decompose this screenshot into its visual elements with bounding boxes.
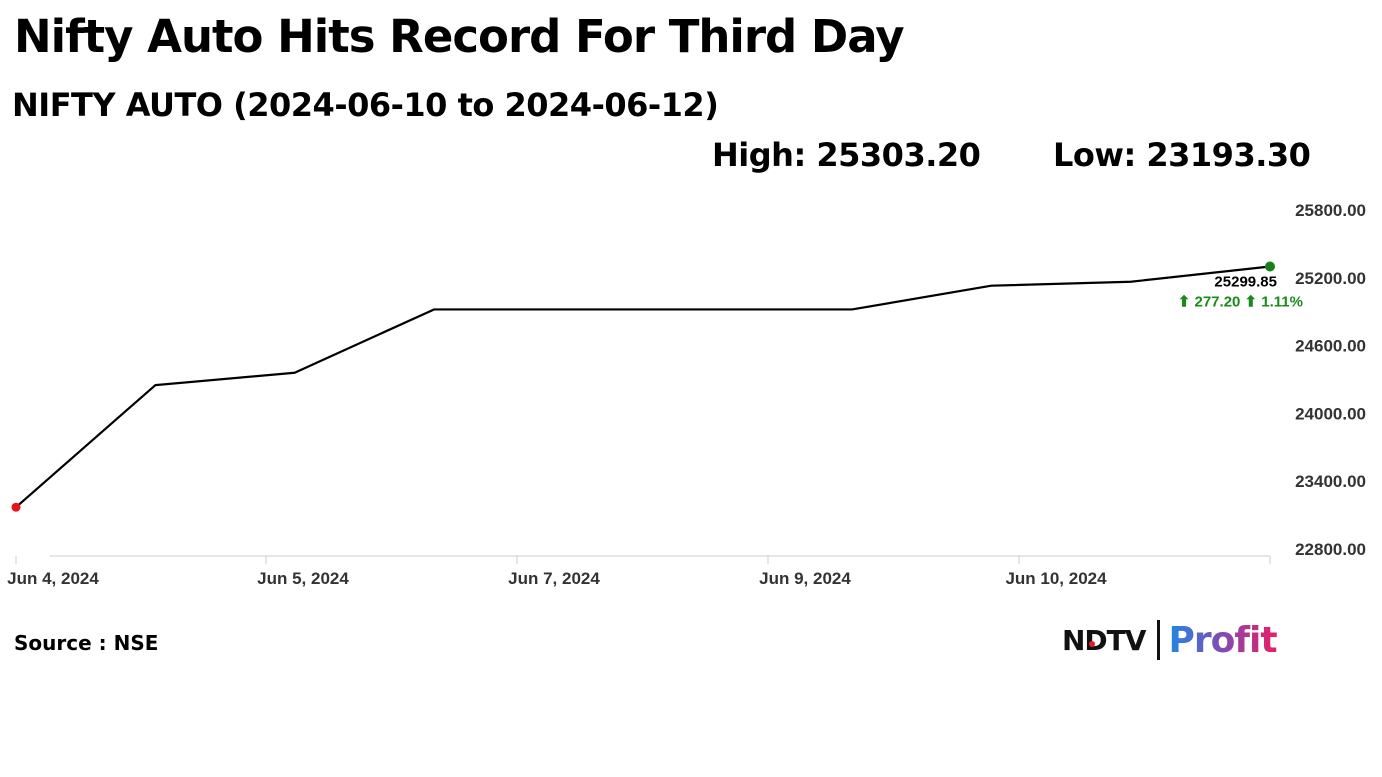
logo-profit-text: Profit bbox=[1168, 619, 1277, 661]
ndtv-profit-logo: NDTV Profit bbox=[1062, 618, 1278, 662]
chart-subtitle: NIFTY AUTO (2024-06-10 to 2024-06-12) bbox=[12, 86, 719, 124]
x-tick-label: Jun 7, 2024 bbox=[508, 569, 600, 588]
y-tick-label: 24000.00 bbox=[1295, 404, 1366, 423]
end-point bbox=[1265, 261, 1275, 272]
y-tick-label: 25800.00 bbox=[1295, 201, 1366, 220]
x-tick-label: Jun 10, 2024 bbox=[1005, 569, 1107, 588]
series-line bbox=[15, 265, 1271, 509]
low-value: Low: 23193.30 bbox=[1053, 136, 1311, 174]
source-label: Source : NSE bbox=[14, 631, 159, 655]
x-tick-label: Jun 9, 2024 bbox=[759, 569, 851, 588]
line-chart: 25800.00 25200.00 24600.00 24000.00 23400.00… bbox=[7, 201, 1366, 588]
change-label: ⬆ 277.20 ⬆ 1.11% bbox=[1178, 294, 1303, 311]
y-tick-label: 22800.00 bbox=[1295, 540, 1366, 559]
logo-ndtv-text: NDTV bbox=[1062, 623, 1146, 657]
y-tick-label: 23400.00 bbox=[1295, 472, 1366, 491]
last-value-label: 25299.85 bbox=[1214, 274, 1277, 291]
logo-divider bbox=[1157, 620, 1161, 660]
y-tick-label: 25200.00 bbox=[1295, 269, 1366, 288]
x-tick-label: Jun 4, 2024 bbox=[7, 569, 99, 588]
y-tick-label: 24600.00 bbox=[1295, 337, 1366, 356]
logo-dot bbox=[1089, 640, 1095, 647]
start-point bbox=[11, 502, 21, 512]
headline: Nifty Auto Hits Record For Third Day bbox=[14, 10, 905, 63]
high-value: High: 25303.20 bbox=[712, 136, 981, 174]
x-tick-label: Jun 5, 2024 bbox=[257, 569, 349, 588]
